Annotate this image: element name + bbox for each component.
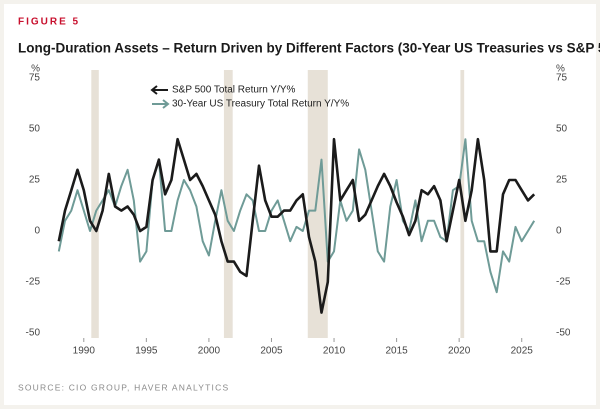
series-line — [57, 137, 536, 314]
x-tick-label: 2015 — [385, 346, 408, 357]
x-tick-label: 2005 — [260, 346, 283, 357]
y2-tick-label: -50 — [556, 328, 571, 339]
x-tick-label: 2020 — [448, 346, 471, 357]
y-tick-label: -25 — [26, 277, 41, 288]
chart-title: Long-Duration Assets – Return Driven by … — [18, 41, 600, 56]
x-tick-label: 1990 — [73, 346, 96, 357]
source: SOURCE: CIO GROUP, HAVER ANALYTICS — [18, 382, 229, 392]
recession-band — [91, 70, 99, 338]
x-tick-label: 2025 — [511, 346, 534, 357]
legend-arrow — [150, 85, 158, 95]
figure-label: FIGURE 5 — [18, 17, 80, 28]
legend-arrow — [162, 99, 170, 109]
x-tick-label: 2010 — [323, 346, 346, 357]
y2-tick-label: -25 — [556, 277, 571, 288]
legend-label: S&P 500 Total Return Y/Y% — [172, 85, 296, 96]
recession-band — [223, 70, 233, 338]
x-tick-label: 2000 — [198, 346, 221, 357]
y2-unit: % — [556, 64, 565, 75]
y2-tick-label: 0 — [556, 226, 562, 237]
y-tick-label: -50 — [26, 328, 41, 339]
y-tick-label: 50 — [29, 124, 41, 135]
y-unit: % — [31, 64, 40, 75]
legend-label: 30-Year US Treasury Total Return Y/Y% — [172, 99, 349, 110]
y2-tick-label: 75 — [556, 73, 568, 84]
y-tick-label: 0 — [34, 226, 40, 237]
series-line — [57, 138, 536, 294]
recession-band — [307, 70, 328, 338]
y-tick-label: 75 — [29, 73, 41, 84]
y2-tick-label: 25 — [556, 175, 568, 186]
y-tick-label: 25 — [29, 175, 41, 186]
y2-tick-label: 50 — [556, 124, 568, 135]
x-tick-label: 1995 — [135, 346, 158, 357]
